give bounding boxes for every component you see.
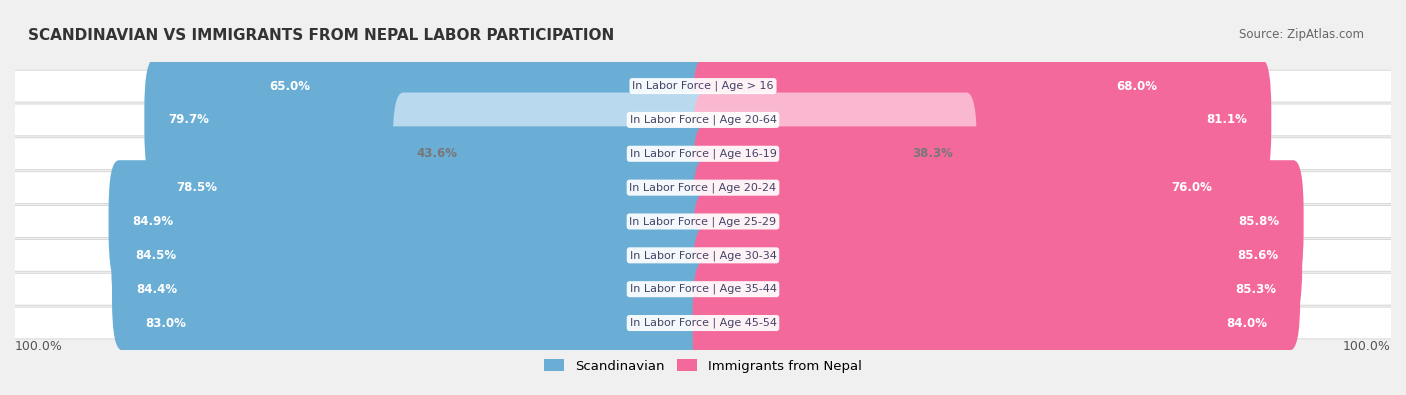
FancyBboxPatch shape <box>693 59 1271 181</box>
Text: 100.0%: 100.0% <box>15 340 63 353</box>
Text: 100.0%: 100.0% <box>1343 340 1391 353</box>
Legend: Scandinavian, Immigrants from Nepal: Scandinavian, Immigrants from Nepal <box>538 354 868 378</box>
FancyBboxPatch shape <box>693 194 1302 316</box>
Text: 84.4%: 84.4% <box>136 283 177 296</box>
FancyBboxPatch shape <box>153 126 713 249</box>
FancyBboxPatch shape <box>693 160 1303 283</box>
Text: In Labor Force | Age > 16: In Labor Force | Age > 16 <box>633 81 773 91</box>
Text: 81.1%: 81.1% <box>1206 113 1247 126</box>
FancyBboxPatch shape <box>111 194 713 316</box>
FancyBboxPatch shape <box>122 262 713 384</box>
FancyBboxPatch shape <box>11 138 1395 170</box>
Text: 76.0%: 76.0% <box>1171 181 1212 194</box>
FancyBboxPatch shape <box>392 92 713 215</box>
Text: In Labor Force | Age 35-44: In Labor Force | Age 35-44 <box>630 284 776 294</box>
Text: In Labor Force | Age 45-54: In Labor Force | Age 45-54 <box>630 318 776 328</box>
Text: 65.0%: 65.0% <box>270 80 311 92</box>
FancyBboxPatch shape <box>11 273 1395 305</box>
FancyBboxPatch shape <box>11 172 1395 203</box>
FancyBboxPatch shape <box>108 160 713 283</box>
FancyBboxPatch shape <box>145 59 713 181</box>
FancyBboxPatch shape <box>11 104 1395 136</box>
Text: 85.8%: 85.8% <box>1239 215 1279 228</box>
FancyBboxPatch shape <box>693 228 1301 350</box>
Text: SCANDINAVIAN VS IMMIGRANTS FROM NEPAL LABOR PARTICIPATION: SCANDINAVIAN VS IMMIGRANTS FROM NEPAL LA… <box>28 28 614 43</box>
FancyBboxPatch shape <box>11 70 1395 102</box>
Text: In Labor Force | Age 25-29: In Labor Force | Age 25-29 <box>630 216 776 227</box>
FancyBboxPatch shape <box>112 228 713 350</box>
FancyBboxPatch shape <box>11 205 1395 237</box>
Text: 85.6%: 85.6% <box>1237 249 1278 262</box>
Text: 84.5%: 84.5% <box>135 249 177 262</box>
Text: 68.0%: 68.0% <box>1116 80 1157 92</box>
Text: In Labor Force | Age 16-19: In Labor Force | Age 16-19 <box>630 149 776 159</box>
Text: In Labor Force | Age 30-34: In Labor Force | Age 30-34 <box>630 250 776 261</box>
FancyBboxPatch shape <box>11 239 1395 271</box>
FancyBboxPatch shape <box>693 25 1181 147</box>
Text: 85.3%: 85.3% <box>1234 283 1277 296</box>
FancyBboxPatch shape <box>693 92 977 215</box>
FancyBboxPatch shape <box>246 25 713 147</box>
Text: Source: ZipAtlas.com: Source: ZipAtlas.com <box>1239 28 1364 41</box>
Text: 84.0%: 84.0% <box>1226 316 1267 329</box>
Text: 78.5%: 78.5% <box>177 181 218 194</box>
FancyBboxPatch shape <box>693 262 1291 384</box>
Text: 84.9%: 84.9% <box>132 215 174 228</box>
FancyBboxPatch shape <box>693 126 1236 249</box>
Text: 38.3%: 38.3% <box>912 147 953 160</box>
Text: In Labor Force | Age 20-64: In Labor Force | Age 20-64 <box>630 115 776 125</box>
Text: In Labor Force | Age 20-24: In Labor Force | Age 20-24 <box>630 182 776 193</box>
Text: 43.6%: 43.6% <box>416 147 458 160</box>
FancyBboxPatch shape <box>11 307 1395 339</box>
Text: 79.7%: 79.7% <box>169 113 209 126</box>
Text: 83.0%: 83.0% <box>146 316 187 329</box>
